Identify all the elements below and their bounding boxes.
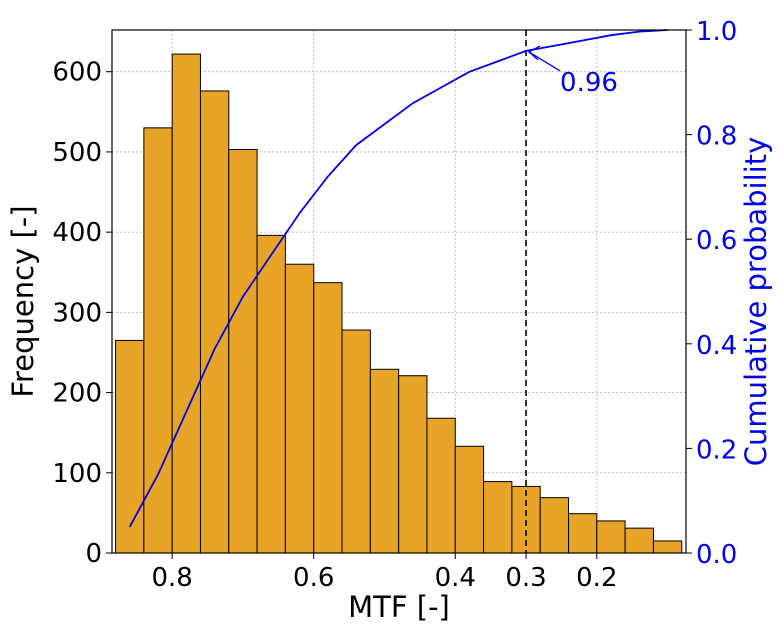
cumulative-line xyxy=(128,29,668,528)
y2-tick-label: 0.0 xyxy=(696,540,737,570)
y2-axis-title: Cumulative probability xyxy=(739,137,773,466)
histogram-bar xyxy=(115,339,145,554)
y-tick-label: 100 xyxy=(52,459,102,489)
histogram-bar xyxy=(284,263,315,554)
histogram-bar xyxy=(369,368,400,554)
ticks-layer: 0.8 0.6 0.4 0.3 0.2 0 100 200 300 400 500 600 0.0 0.2… xyxy=(52,17,737,593)
histogram-bar xyxy=(539,497,570,554)
y-axis-title: Frequency [-] xyxy=(6,205,40,397)
histogram-bar xyxy=(624,527,654,554)
annotation-arrow xyxy=(528,51,561,72)
histogram-bar xyxy=(341,329,371,554)
histogram-bar xyxy=(596,520,626,554)
annotation-label: 0.96 xyxy=(560,68,618,98)
y-tick-label: 400 xyxy=(52,218,102,248)
y-tick-label: 200 xyxy=(52,379,102,409)
x-tick-label: 0.4 xyxy=(435,563,476,593)
histogram-bar xyxy=(228,149,258,554)
y-tick-label: 300 xyxy=(52,298,102,328)
histogram-bar xyxy=(483,481,513,554)
x-tick-label: 0.2 xyxy=(576,563,617,593)
plot-frame xyxy=(111,29,687,554)
histogram-bar xyxy=(256,234,286,554)
x-tick-label: 0.6 xyxy=(293,563,334,593)
x-axis-title: MTF [-] xyxy=(348,590,450,624)
histogram-bar xyxy=(568,513,598,554)
x-tick-label: 0.8 xyxy=(151,563,192,593)
histogram-bar xyxy=(398,375,428,554)
histogram-bars xyxy=(115,53,683,554)
y-tick-label: 0 xyxy=(85,539,102,569)
y2-tick-label: 0.2 xyxy=(696,435,737,465)
y2-tick-label: 0.8 xyxy=(696,122,737,152)
x-tick-label: 0.3 xyxy=(505,563,546,593)
cumulative-line-layer xyxy=(128,29,668,553)
histogram-bar xyxy=(199,90,230,554)
histogram-bar xyxy=(171,53,201,554)
annotation-arrowhead xyxy=(527,45,541,61)
histogram-bar xyxy=(313,282,343,554)
y2-tick-label: 0.6 xyxy=(696,226,737,256)
y2-tick-label: 0.4 xyxy=(696,331,737,361)
histogram-bar xyxy=(652,540,683,554)
y-tick-label: 600 xyxy=(52,58,102,88)
histogram-bar xyxy=(143,127,173,554)
y2-tick-label: 1.0 xyxy=(696,17,737,47)
histogram-bar xyxy=(426,417,456,554)
histogram-bar xyxy=(454,445,485,554)
y-tick-label: 500 xyxy=(52,138,102,168)
